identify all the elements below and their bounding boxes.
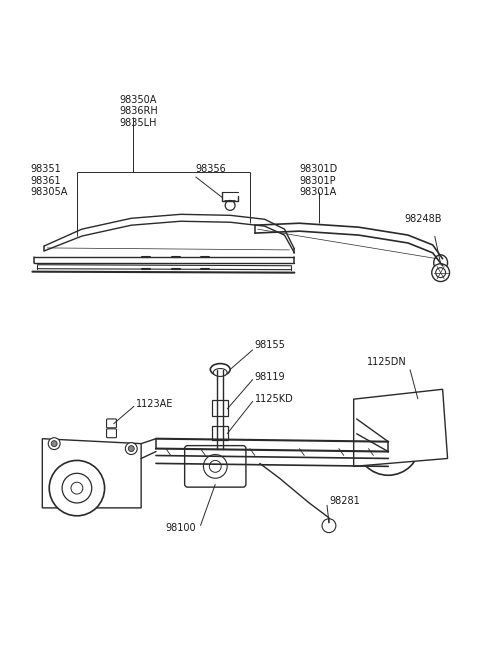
Ellipse shape xyxy=(210,364,230,375)
Ellipse shape xyxy=(434,255,447,271)
Circle shape xyxy=(416,397,420,402)
Circle shape xyxy=(128,445,134,451)
Circle shape xyxy=(421,409,431,419)
Text: 98248B: 98248B xyxy=(404,214,442,224)
Circle shape xyxy=(436,268,445,278)
Circle shape xyxy=(225,200,235,210)
Circle shape xyxy=(48,438,60,449)
Circle shape xyxy=(125,443,137,455)
Text: 98356: 98356 xyxy=(195,164,226,174)
FancyBboxPatch shape xyxy=(107,429,117,438)
Text: 98100: 98100 xyxy=(166,523,196,533)
Circle shape xyxy=(423,411,428,417)
Text: 1125KD: 1125KD xyxy=(255,394,294,404)
Text: 98350A
9836RH
9835LH: 98350A 9836RH 9835LH xyxy=(120,95,158,128)
Text: 98351
98361
98305A: 98351 98361 98305A xyxy=(30,164,68,197)
Circle shape xyxy=(49,460,105,515)
Circle shape xyxy=(380,436,396,451)
Circle shape xyxy=(371,426,406,461)
Circle shape xyxy=(413,394,423,404)
Circle shape xyxy=(71,482,83,494)
Polygon shape xyxy=(42,439,141,508)
Ellipse shape xyxy=(213,369,227,377)
Circle shape xyxy=(357,412,420,476)
FancyBboxPatch shape xyxy=(185,445,246,487)
Circle shape xyxy=(62,474,92,503)
FancyBboxPatch shape xyxy=(212,426,228,440)
Text: 98281: 98281 xyxy=(329,496,360,506)
Text: 98301D
98301P
98301A: 98301D 98301P 98301A xyxy=(300,164,337,197)
Text: 1125DN: 1125DN xyxy=(367,356,406,367)
Circle shape xyxy=(432,264,450,282)
Text: 1123AE: 1123AE xyxy=(136,399,174,409)
FancyBboxPatch shape xyxy=(212,400,228,416)
FancyBboxPatch shape xyxy=(107,419,117,428)
Circle shape xyxy=(51,441,57,447)
Circle shape xyxy=(209,460,221,472)
Polygon shape xyxy=(354,389,447,466)
Text: 98155: 98155 xyxy=(255,340,286,350)
Text: 98119: 98119 xyxy=(255,373,286,383)
Circle shape xyxy=(204,455,227,478)
Circle shape xyxy=(322,519,336,533)
